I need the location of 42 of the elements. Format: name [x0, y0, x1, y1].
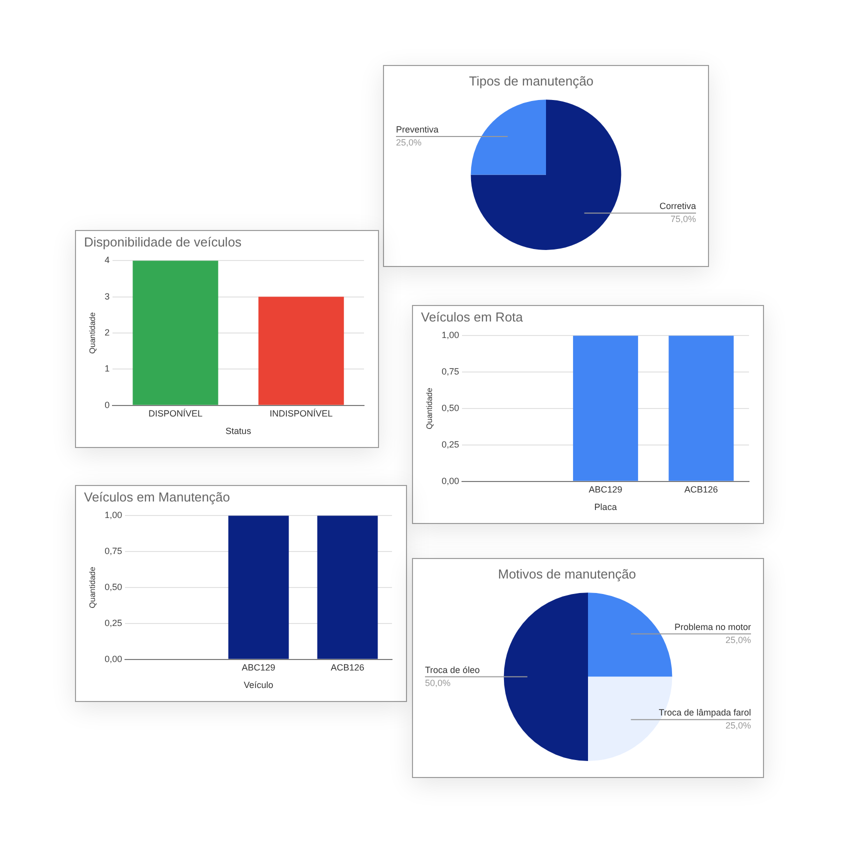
y-axis-title: Quantidade — [88, 566, 98, 608]
data-label: 75,0% — [670, 214, 696, 224]
x-tick-label: ACB126 — [684, 484, 718, 494]
x-tick-label: ACB126 — [330, 662, 364, 672]
y-tick-label: 4 — [104, 255, 110, 266]
y-tick-label: 0,25 — [442, 439, 460, 450]
y-tick-label: 2 — [104, 327, 110, 338]
x-tick-label: DISPONÍVEL — [148, 408, 202, 418]
chart-title: Tipos de manutenção — [469, 73, 594, 88]
y-tick-label: 1 — [104, 364, 110, 374]
x-axis-title: Placa — [594, 502, 617, 512]
chart-title: Veículos em Manutenção — [84, 489, 230, 504]
chart-title: Veículos em Rota — [421, 309, 524, 324]
slice-label: Preventiva — [396, 124, 439, 134]
x-tick-label: ABC129 — [242, 662, 276, 672]
y-tick-label: 0,00 — [442, 476, 460, 486]
y-tick-label: 1,00 — [442, 330, 460, 340]
data-label: 25,0% — [725, 634, 751, 645]
data-label: 50,0% — [425, 678, 451, 688]
data-label: 25,0% — [725, 720, 751, 731]
slice-label: Troca de lâmpada farol — [658, 708, 751, 718]
slice-label: Problema no motor — [674, 622, 751, 632]
slice-label: Corretiva — [659, 201, 696, 212]
slice-label: Troca de óleo — [425, 664, 480, 675]
y-tick-label: 0,75 — [442, 366, 460, 377]
chart-title: Motivos de manutenção — [498, 566, 636, 582]
y-tick-label: 0 — [104, 400, 110, 410]
y-tick-label: 1,00 — [104, 510, 122, 520]
chart-title: Disponibilidade de veículos — [84, 234, 242, 250]
y-tick-label: 3 — [104, 291, 110, 302]
y-axis-title: Quantidade — [88, 312, 98, 354]
y-tick-label: 0,50 — [104, 582, 122, 592]
data-label: 25,0% — [396, 138, 422, 148]
x-tick-label: INDISPONÍVEL — [270, 408, 333, 418]
y-axis-title: Quantidade — [425, 387, 434, 430]
x-axis-title: Veículo — [244, 680, 274, 690]
y-tick-label: 0,75 — [104, 546, 122, 556]
x-axis-title: Status — [226, 426, 252, 436]
y-tick-label: 0,00 — [104, 654, 122, 664]
y-tick-label: 0,50 — [442, 402, 460, 413]
y-tick-label: 0,25 — [104, 618, 122, 628]
x-tick-label: ABC129 — [588, 484, 622, 494]
